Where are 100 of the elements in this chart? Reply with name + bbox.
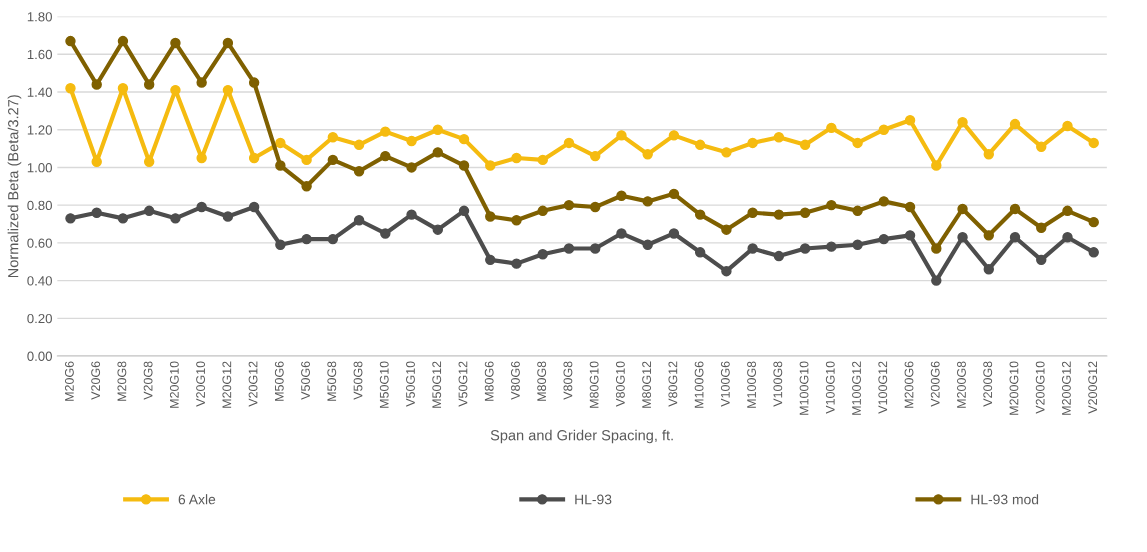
legend-label: HL-93 (575, 494, 612, 505)
point (668, 188, 680, 200)
point (642, 196, 653, 207)
x-tick-label: V80G10 (615, 361, 625, 407)
point (590, 201, 601, 213)
y-tick-label: 1.40 (27, 87, 52, 97)
x-tick-label: M50G10 (379, 361, 389, 408)
point (931, 243, 942, 254)
y-tick-label: 0.60 (27, 238, 52, 248)
x-tick-label: M200G10 (1009, 361, 1019, 415)
point (353, 139, 365, 151)
point (196, 201, 207, 213)
point (485, 211, 496, 222)
point (616, 228, 627, 239)
point (91, 79, 102, 90)
point (852, 239, 863, 250)
point (406, 162, 417, 173)
point (1062, 120, 1073, 132)
x-tick-label: M20G6 (64, 361, 74, 401)
point (117, 35, 129, 47)
point (957, 232, 968, 243)
point (143, 156, 155, 167)
point (590, 150, 601, 162)
point (904, 201, 916, 213)
point (458, 160, 470, 171)
point (1009, 118, 1021, 130)
point (353, 166, 365, 177)
point (904, 115, 916, 126)
point (1088, 247, 1099, 258)
point (983, 149, 994, 160)
point (248, 201, 260, 213)
y-tick-label: 1.60 (27, 49, 52, 60)
point (275, 160, 286, 171)
point (222, 211, 234, 222)
point (248, 152, 260, 164)
x-tick-label: M100G8 (747, 361, 756, 408)
x-tick-label: M50G6 (274, 361, 284, 401)
x-tick-label: V100G6 (720, 361, 730, 407)
point (170, 37, 181, 49)
x-tick-label: M100G12 (852, 361, 861, 415)
point (327, 233, 339, 245)
x-tick-label: M50G12 (432, 361, 442, 408)
x-tick-label: V80G8 (563, 361, 573, 400)
y-axis-title: Normalized Beta (Beta/3.27) (7, 95, 22, 278)
point (983, 264, 994, 275)
x-tick-label: M80G8 (537, 361, 547, 401)
legend-label: 6 Axle (178, 494, 216, 505)
x-tick-label: V100G12 (878, 361, 888, 414)
point (432, 147, 444, 158)
point (65, 213, 76, 224)
point (1036, 254, 1047, 266)
x-tick-label: V80G12 (668, 361, 678, 407)
point (931, 275, 942, 286)
point (275, 137, 286, 149)
x-tick-label: M100G6 (694, 361, 704, 408)
point (485, 160, 496, 171)
point (799, 207, 811, 218)
point (537, 205, 548, 217)
point (1009, 232, 1021, 243)
x-tick-label: V20G12 (248, 361, 258, 407)
x-tick-label: V50G8 (353, 361, 363, 400)
point (380, 126, 391, 137)
point (1036, 141, 1047, 152)
point (904, 230, 916, 241)
x-tick-label: M200G12 (1062, 361, 1071, 415)
point (721, 224, 732, 235)
point (222, 37, 234, 49)
point (721, 265, 732, 277)
point (143, 79, 155, 90)
point (590, 243, 601, 254)
point (852, 137, 863, 149)
point (826, 199, 837, 211)
point (117, 213, 129, 224)
x-tick-label: V200G10 (1035, 361, 1045, 414)
point (616, 130, 627, 141)
point (91, 207, 102, 218)
point (1088, 216, 1099, 228)
point (65, 83, 76, 94)
point (931, 160, 942, 171)
point (694, 209, 706, 220)
point (248, 77, 260, 88)
x-tick-label: M80G10 (589, 361, 599, 408)
point (301, 233, 312, 245)
point (747, 207, 758, 218)
x-tick-label: M80G12 (642, 361, 652, 408)
y-tick-label: 0.20 (27, 313, 52, 324)
point (747, 137, 758, 149)
point (642, 239, 653, 250)
point (1062, 205, 1073, 217)
x-tick-label: M100G10 (799, 361, 809, 415)
point (1062, 232, 1073, 243)
x-tick-label: V20G8 (143, 361, 153, 400)
point (301, 154, 312, 166)
point (878, 196, 890, 207)
x-tick-label: V80G6 (511, 361, 520, 400)
point (957, 203, 968, 215)
point (301, 181, 312, 192)
x-tick-label: M50G8 (327, 361, 337, 401)
point (406, 209, 417, 220)
x-tick-label: V200G12 (1088, 361, 1098, 414)
